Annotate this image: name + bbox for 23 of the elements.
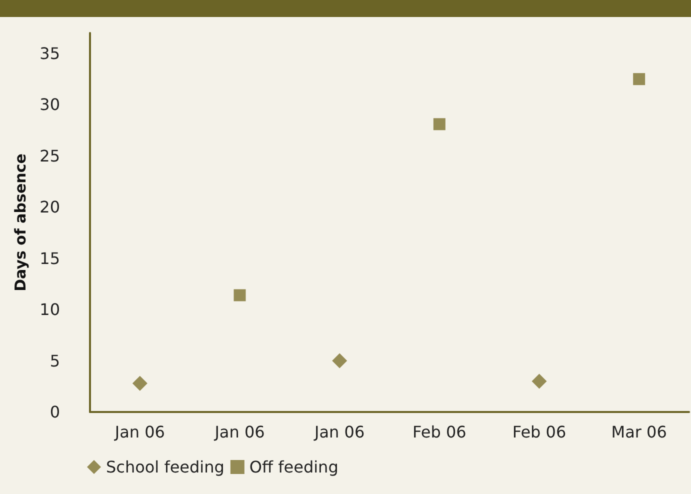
y-tick-label: 35 (40, 44, 60, 63)
point (633, 73, 646, 86)
point (332, 353, 348, 368)
y-tick-label: 5 (50, 351, 60, 370)
y-tick-label: 20 (40, 198, 60, 217)
y-tick-label: 0 (50, 402, 60, 422)
x-tick-label: Jan 06 (114, 422, 165, 442)
y-tick-label: 30 (40, 95, 60, 114)
x-tick-label: Feb 06 (512, 422, 566, 442)
point (234, 289, 246, 302)
point (532, 374, 547, 389)
point (433, 118, 446, 130)
point (132, 376, 148, 391)
y-tick-label: 25 (40, 146, 60, 166)
x-tick-label: Jan 06 (214, 422, 265, 442)
y-tick-label: 10 (40, 300, 60, 320)
y-tick-label: 15 (40, 248, 60, 268)
x-tick-label: Feb 06 (412, 422, 466, 442)
y-axis-title: Days of absence (12, 154, 30, 292)
x-tick-label: Jan 06 (314, 422, 365, 442)
x-tick-label: Mar 06 (611, 422, 667, 442)
legend-label: School feeding (106, 458, 224, 476)
legend-label: Off feeding (249, 458, 338, 476)
